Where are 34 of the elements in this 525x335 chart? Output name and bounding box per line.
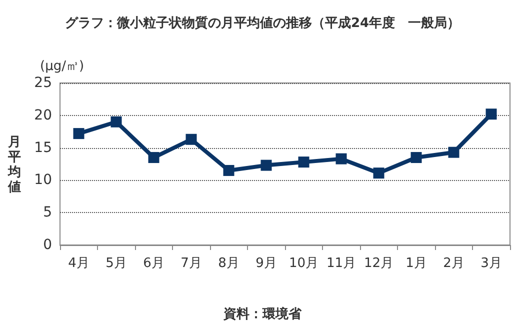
point [373, 168, 384, 179]
y-tick-label: 5 [43, 204, 52, 221]
x-tick-label: 9月 [256, 256, 277, 271]
text: 資料：環境省 [222, 306, 302, 322]
y-tick-label: 15 [34, 140, 52, 156]
point [410, 152, 422, 164]
point [73, 128, 84, 140]
x-tick-label: 12月 [364, 256, 394, 271]
y-tick-label: 10 [34, 172, 52, 188]
point [186, 134, 197, 145]
point [260, 160, 272, 171]
x-tick-label: 11月 [326, 256, 356, 271]
y-tick-label: 25 [34, 75, 52, 91]
x-tick-label: 6月 [143, 256, 164, 271]
chart-title: グラフ：微小粒子状物質の月平均値の推移（平成24年度 一般局） [64, 15, 460, 31]
x-tick-label: 1月 [406, 256, 427, 271]
x-tick-label: 8月 [218, 256, 240, 271]
x-tick-label: 7月 [180, 256, 202, 271]
x-tick-label: 3月 [480, 256, 502, 271]
point [298, 156, 310, 168]
x-tick-label: 10月 [288, 256, 319, 271]
x-tick-label: 4月 [68, 256, 90, 271]
point [148, 152, 160, 164]
y-axis-title: 月平均値 [7, 135, 21, 195]
point [486, 108, 497, 120]
x-tick-label: 5月 [106, 256, 127, 271]
point [223, 164, 234, 176]
point [448, 146, 460, 158]
point [336, 153, 347, 164]
y-tick-label: 20 [34, 107, 52, 124]
y-tick-label: 0 [43, 237, 52, 253]
text: (μg/㎥) [40, 59, 84, 74]
point [110, 116, 122, 128]
x-tick-label: 2月 [443, 256, 464, 271]
